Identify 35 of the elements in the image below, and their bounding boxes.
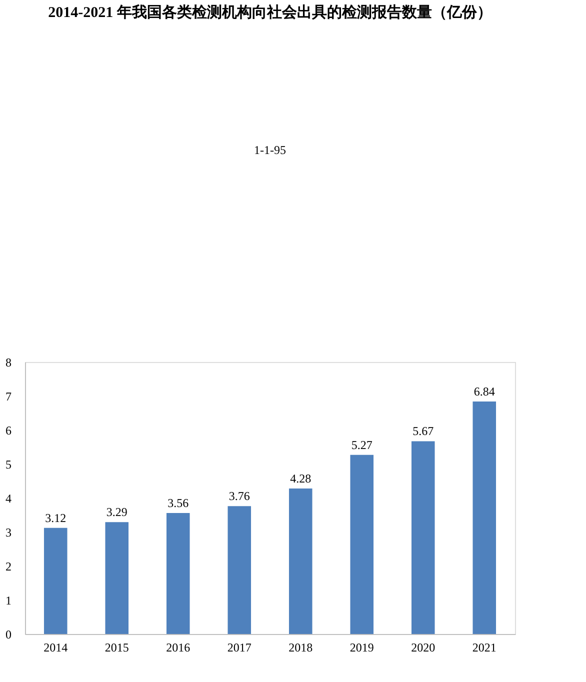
data-label: 3.12 — [45, 510, 66, 525]
x-tick-label: 2020 — [411, 640, 436, 654]
x-tick-label: 2014 — [44, 640, 68, 654]
y-tick-label: 4 — [6, 492, 12, 506]
y-tick-label: 3 — [6, 526, 12, 540]
bar — [44, 528, 68, 634]
x-tick-label: 2017 — [227, 640, 252, 654]
text: 1-1-95 — [254, 143, 286, 157]
bar — [472, 401, 496, 634]
data-label: 5.67 — [412, 424, 434, 438]
x-tick-label: 2019 — [350, 640, 374, 654]
x-tick-label: 2016 — [166, 640, 190, 654]
x-tick-label: 2018 — [288, 640, 313, 654]
bar — [288, 488, 312, 634]
bar — [350, 454, 374, 634]
x-tick-label: 2015 — [104, 640, 129, 654]
y-tick-label: 6 — [6, 424, 12, 438]
data-label: 5.27 — [351, 438, 372, 452]
chart-title: 2014-2021 年我国各类检测机构向社会出具的检测报告数量（亿份） — [48, 4, 492, 21]
y-tick-label: 0 — [6, 628, 12, 642]
bar — [105, 522, 129, 634]
data-label: 3.56 — [168, 496, 189, 510]
y-tick-label: 1 — [6, 594, 12, 608]
data-label: 3.76 — [228, 489, 250, 504]
bar — [411, 441, 435, 634]
data-label: 4.28 — [290, 471, 312, 486]
bar — [166, 512, 190, 634]
bar — [228, 506, 252, 634]
data-label: 3.29 — [106, 505, 128, 520]
y-tick-label: 8 — [6, 356, 12, 370]
y-tick-label: 2 — [6, 560, 12, 574]
y-tick-label: 7 — [6, 390, 12, 404]
data-label: 6.84 — [474, 384, 495, 398]
x-tick-label: 2021 — [472, 640, 496, 654]
y-tick-label: 5 — [6, 458, 12, 472]
